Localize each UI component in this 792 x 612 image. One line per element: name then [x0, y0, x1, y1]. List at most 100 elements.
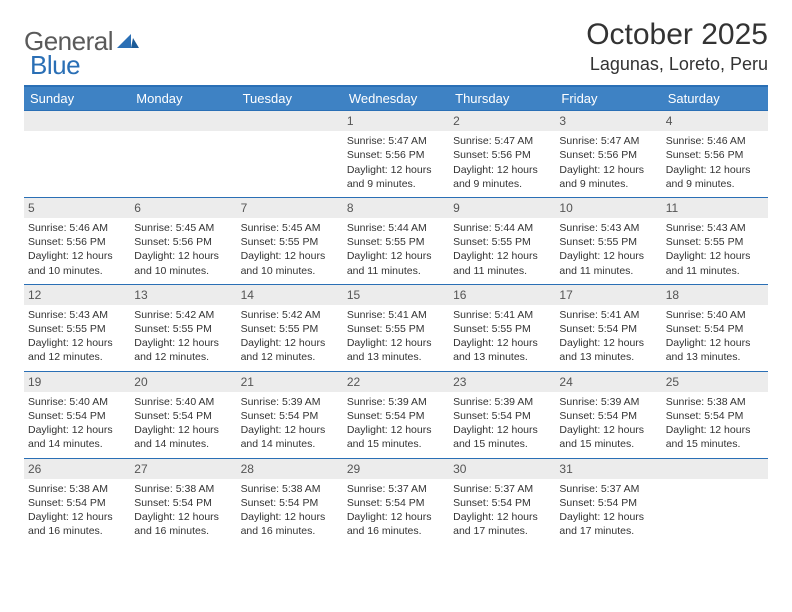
day-number: 15 [343, 285, 449, 305]
day-details: Sunrise: 5:38 AMSunset: 5:54 PMDaylight:… [241, 482, 339, 539]
day-number: 26 [24, 459, 130, 479]
calendar-header-row: SundayMondayTuesdayWednesdayThursdayFrid… [24, 86, 768, 111]
calendar-cell: 24Sunrise: 5:39 AMSunset: 5:54 PMDayligh… [555, 371, 661, 458]
sunset-line: Sunset: 5:54 PM [559, 496, 657, 510]
day-details: Sunrise: 5:38 AMSunset: 5:54 PMDaylight:… [134, 482, 232, 539]
day-details: Sunrise: 5:43 AMSunset: 5:55 PMDaylight:… [666, 221, 764, 278]
daylight-line: Daylight: 12 hours and 15 minutes. [453, 423, 551, 451]
day-number: 7 [237, 198, 343, 218]
calendar-week-row: 1Sunrise: 5:47 AMSunset: 5:56 PMDaylight… [24, 111, 768, 198]
day-number: 11 [662, 198, 768, 218]
calendar-cell: 30Sunrise: 5:37 AMSunset: 5:54 PMDayligh… [449, 458, 555, 544]
day-details: Sunrise: 5:41 AMSunset: 5:54 PMDaylight:… [559, 308, 657, 365]
sunset-line: Sunset: 5:55 PM [347, 322, 445, 336]
calendar-week-row: 19Sunrise: 5:40 AMSunset: 5:54 PMDayligh… [24, 371, 768, 458]
sunset-line: Sunset: 5:55 PM [559, 235, 657, 249]
daylight-line: Daylight: 12 hours and 16 minutes. [28, 510, 126, 538]
day-number: 5 [24, 198, 130, 218]
day-details: Sunrise: 5:40 AMSunset: 5:54 PMDaylight:… [28, 395, 126, 452]
day-details: Sunrise: 5:47 AMSunset: 5:56 PMDaylight:… [347, 134, 445, 191]
day-details: Sunrise: 5:38 AMSunset: 5:54 PMDaylight:… [28, 482, 126, 539]
daylight-line: Daylight: 12 hours and 9 minutes. [347, 163, 445, 191]
location: Lagunas, Loreto, Peru [586, 54, 768, 75]
calendar-cell: 12Sunrise: 5:43 AMSunset: 5:55 PMDayligh… [24, 284, 130, 371]
sunset-line: Sunset: 5:56 PM [559, 148, 657, 162]
daylight-line: Daylight: 12 hours and 9 minutes. [666, 163, 764, 191]
sunset-line: Sunset: 5:54 PM [241, 409, 339, 423]
day-number: 16 [449, 285, 555, 305]
day-number: 22 [343, 372, 449, 392]
day-number: 1 [343, 111, 449, 131]
daylight-line: Daylight: 12 hours and 14 minutes. [28, 423, 126, 451]
sunrise-line: Sunrise: 5:39 AM [453, 395, 551, 409]
sunset-line: Sunset: 5:56 PM [134, 235, 232, 249]
calendar-cell: 21Sunrise: 5:39 AMSunset: 5:54 PMDayligh… [237, 371, 343, 458]
calendar-cell: 5Sunrise: 5:46 AMSunset: 5:56 PMDaylight… [24, 197, 130, 284]
calendar-cell: 16Sunrise: 5:41 AMSunset: 5:55 PMDayligh… [449, 284, 555, 371]
daylight-line: Daylight: 12 hours and 14 minutes. [134, 423, 232, 451]
day-number: 18 [662, 285, 768, 305]
day-number: 2 [449, 111, 555, 131]
day-number: 17 [555, 285, 661, 305]
sunset-line: Sunset: 5:54 PM [28, 409, 126, 423]
day-details: Sunrise: 5:45 AMSunset: 5:56 PMDaylight:… [134, 221, 232, 278]
calendar-cell: 28 Sunrise: 5:38 AMSunset: 5:54 PMDayligh… [237, 458, 343, 544]
sunset-line: Sunset: 5:55 PM [347, 235, 445, 249]
calendar-cell: 31Sunrise: 5:37 AMSunset: 5:54 PMDayligh… [555, 458, 661, 544]
day-details: Sunrise: 5:38 AMSunset: 5:54 PMDaylight:… [666, 395, 764, 452]
sunrise-line: Sunrise: 5:38 AM [241, 482, 339, 496]
sunset-line: Sunset: 5:54 PM [559, 322, 657, 336]
sunrise-line: Sunrise: 5:47 AM [347, 134, 445, 148]
sunset-line: Sunset: 5:54 PM [134, 496, 232, 510]
day-details: Sunrise: 5:39 AMSunset: 5:54 PMDaylight:… [453, 395, 551, 452]
sunrise-line: Sunrise: 5:39 AM [559, 395, 657, 409]
day-number: 8 [343, 198, 449, 218]
daylight-line: Daylight: 12 hours and 10 minutes. [134, 249, 232, 277]
daylight-line: Daylight: 12 hours and 15 minutes. [347, 423, 445, 451]
calendar-cell: 6Sunrise: 5:45 AMSunset: 5:56 PMDaylight… [130, 197, 236, 284]
daylight-line: Daylight: 12 hours and 11 minutes. [559, 249, 657, 277]
calendar-cell: 26 Sunrise: 5:38 AMSunset: 5:54 PMDayligh… [24, 458, 130, 544]
daylight-line: Daylight: 12 hours and 11 minutes. [666, 249, 764, 277]
calendar-cell: 29Sunrise: 5:37 AMSunset: 5:54 PMDayligh… [343, 458, 449, 544]
daylight-line: Daylight: 12 hours and 17 minutes. [453, 510, 551, 538]
sunrise-line: Sunrise: 5:44 AM [347, 221, 445, 235]
day-number: 9 [449, 198, 555, 218]
calendar-cell: 10Sunrise: 5:43 AMSunset: 5:55 PMDayligh… [555, 197, 661, 284]
daylight-line: Daylight: 12 hours and 17 minutes. [559, 510, 657, 538]
daylight-line: Daylight: 12 hours and 15 minutes. [666, 423, 764, 451]
sunset-line: Sunset: 5:54 PM [28, 496, 126, 510]
sunset-line: Sunset: 5:55 PM [241, 322, 339, 336]
calendar-cell: 4Sunrise: 5:46 AMSunset: 5:56 PMDaylight… [662, 111, 768, 198]
day-number-empty [237, 111, 343, 131]
day-details: Sunrise: 5:47 AMSunset: 5:56 PMDaylight:… [559, 134, 657, 191]
day-number: 25 [662, 372, 768, 392]
calendar-cell: 23 Sunrise: 5:39 AMSunset: 5:54 PMDayligh… [449, 371, 555, 458]
day-number: 21 [237, 372, 343, 392]
day-number: 24 [555, 372, 661, 392]
sunrise-line: Sunrise: 5:43 AM [559, 221, 657, 235]
calendar-cell: 15Sunrise: 5:41 AMSunset: 5:55 PMDayligh… [343, 284, 449, 371]
daylight-line: Daylight: 12 hours and 16 minutes. [134, 510, 232, 538]
sunrise-line: Sunrise: 5:42 AM [134, 308, 232, 322]
header: General October 2025 Lagunas, Loreto, Pe… [24, 18, 768, 75]
day-number: 23 [449, 372, 555, 392]
sunrise-line: Sunrise: 5:40 AM [666, 308, 764, 322]
sunset-line: Sunset: 5:54 PM [347, 409, 445, 423]
sunrise-line: Sunrise: 5:37 AM [347, 482, 445, 496]
calendar-cell [237, 111, 343, 198]
calendar-week-row: 12Sunrise: 5:43 AMSunset: 5:55 PMDayligh… [24, 284, 768, 371]
day-number: 28 [237, 459, 343, 479]
calendar-week-row: 26Sunrise: 5:38 AMSunset: 5:54 PMDayligh… [24, 458, 768, 544]
day-number: 13 [130, 285, 236, 305]
sunset-line: Sunset: 5:54 PM [241, 496, 339, 510]
calendar-cell: 3Sunrise: 5:47 AMSunset: 5:56 PMDaylight… [555, 111, 661, 198]
sunset-line: Sunset: 5:55 PM [241, 235, 339, 249]
sunrise-line: Sunrise: 5:44 AM [453, 221, 551, 235]
sunset-line: Sunset: 5:54 PM [453, 409, 551, 423]
daylight-line: Daylight: 12 hours and 14 minutes. [241, 423, 339, 451]
sunrise-line: Sunrise: 5:43 AM [28, 308, 126, 322]
day-details: Sunrise: 5:45 AMSunset: 5:55 PMDaylight:… [241, 221, 339, 278]
day-details: Sunrise: 5:37 AMSunset: 5:54 PMDaylight:… [453, 482, 551, 539]
daylight-line: Daylight: 12 hours and 13 minutes. [453, 336, 551, 364]
